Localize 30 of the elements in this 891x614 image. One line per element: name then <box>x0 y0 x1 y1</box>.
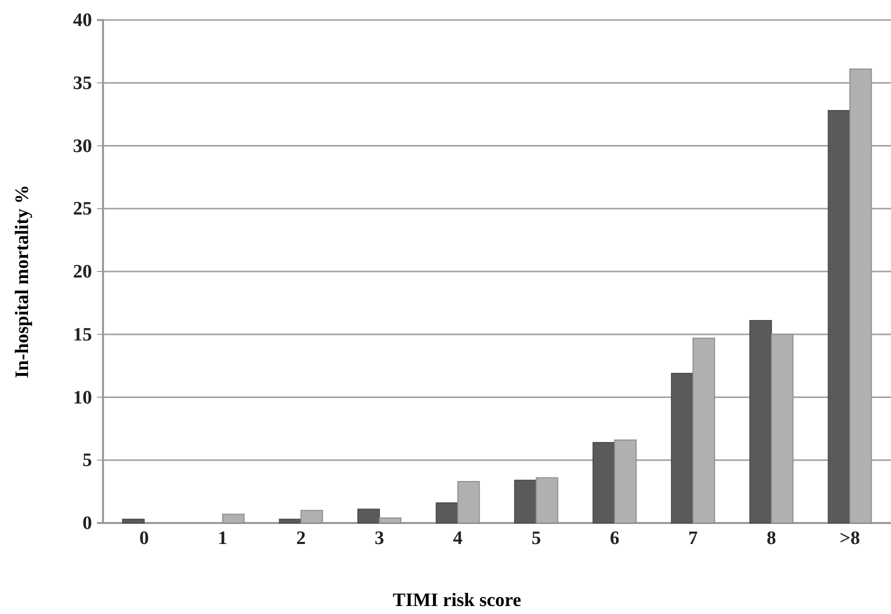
x-tick-label: 1 <box>218 528 228 549</box>
bar <box>828 110 850 524</box>
bar <box>592 442 616 524</box>
y-tick-label: 30 <box>73 136 92 157</box>
x-tick-label: 2 <box>296 528 306 549</box>
x-tick-label: 3 <box>374 528 384 549</box>
x-tick-label: 6 <box>610 528 620 549</box>
bar <box>278 518 302 524</box>
x-tick-label: 5 <box>531 528 541 549</box>
x-tick-label: 7 <box>688 528 698 549</box>
y-tick-label: 10 <box>73 387 92 408</box>
x-tick-label: 8 <box>766 528 776 549</box>
x-axis-title: TIMI risk score <box>392 590 522 611</box>
x-tick-label: 4 <box>453 528 464 549</box>
bar <box>670 372 694 524</box>
y-tick-label: 20 <box>73 262 92 283</box>
y-tick-label: 25 <box>73 198 92 220</box>
y-tick-label: 0 <box>82 513 92 534</box>
y-tick-label: 15 <box>73 324 92 346</box>
y-tick-label: 5 <box>82 450 92 472</box>
y-tick-label: 35 <box>73 72 92 94</box>
y-tick-label: 40 <box>73 10 92 32</box>
y-axis-title: In-hospital mortality % <box>12 184 33 378</box>
x-tick-label: >8 <box>840 528 860 549</box>
bar <box>357 508 380 524</box>
bar <box>122 518 145 524</box>
bar <box>436 502 458 524</box>
bar <box>749 320 772 524</box>
bar <box>514 480 537 524</box>
x-tick-label: 0 <box>139 528 149 549</box>
